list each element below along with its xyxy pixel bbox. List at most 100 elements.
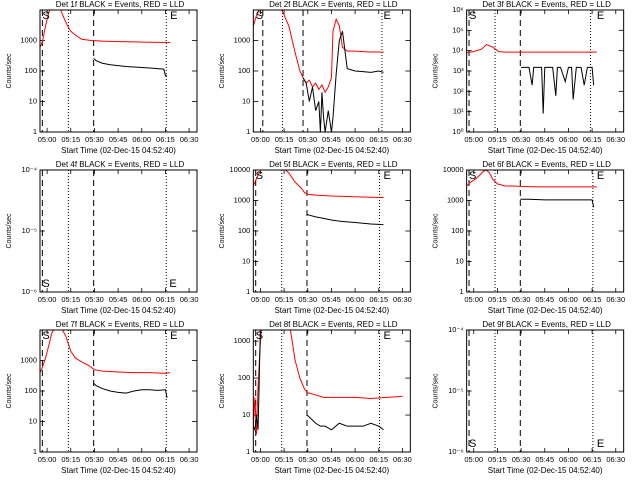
time-flag: E (169, 278, 176, 290)
panel-title: Det 3f BLACK = Events, RED = LLD (482, 0, 611, 9)
y-tick-label: 1000 (234, 35, 251, 44)
series-line (466, 43, 597, 54)
time-flag: S (42, 278, 49, 290)
x-tick-label: 05:45 (322, 295, 341, 304)
time-flag: S (42, 10, 49, 22)
x-tick-label: 06:15 (369, 295, 388, 304)
plot-frame (252, 9, 411, 133)
x-tick-label: 05:00 (38, 295, 57, 304)
x-tick-label: 06:00 (132, 295, 151, 304)
x-tick-label: 06:00 (559, 135, 578, 144)
x-tick-label: 05:00 (464, 295, 483, 304)
x-tick-label: 05:30 (512, 135, 531, 144)
x-axis-title: Start Time (02-Dec-15 04:52:40) (488, 146, 603, 155)
plot-frame (252, 329, 411, 453)
y-tick-label: 10⁴ (452, 46, 464, 55)
x-tick-label: 06:00 (559, 295, 578, 304)
y-tick-label: 10 (29, 416, 37, 425)
x-tick-label: 06:15 (369, 135, 388, 144)
plot-frame (466, 169, 625, 293)
time-flag: S (42, 330, 49, 342)
x-tick-label: 05:45 (322, 455, 341, 464)
y-tick-label: 100 (238, 66, 251, 75)
time-flag: S (256, 170, 263, 182)
y-axis-title: Counts/sec (219, 373, 226, 409)
x-tick-label: 05:30 (85, 135, 104, 144)
y-tick-label: 10 (242, 256, 250, 265)
panel: Det 7f BLACK = Events, RED = LLD Start Ti… (6, 320, 199, 475)
y-axis-title: Counts/sec (6, 213, 13, 249)
panel: Det 6f BLACK = Events, RED = LLD Start Ti… (433, 160, 626, 315)
x-tick-label: 06:15 (583, 295, 602, 304)
x-tick-label: 05:00 (251, 455, 270, 464)
y-tick-label: 10000 (443, 165, 464, 174)
y-tick-label: 1 (459, 287, 463, 296)
y-tick-label: 100 (451, 226, 464, 235)
x-tick-label: 05:30 (512, 295, 531, 304)
panel: Det 2f BLACK = Events, RED = LLD Start Ti… (219, 0, 412, 155)
x-tick-label: 06:30 (180, 135, 199, 144)
time-flag: E (384, 10, 391, 22)
y-axis-title: Counts/sec (6, 373, 13, 409)
y-tick-label: 10000 (229, 165, 250, 174)
x-tick-label: 05:15 (275, 135, 294, 144)
y-axis-title: Counts/sec (433, 213, 440, 249)
y-tick-label: 1000 (20, 35, 37, 44)
panel-title: Det 2f BLACK = Events, RED = LLD (269, 0, 398, 9)
panel: Det 1f BLACK = Events, RED = LLD Start Ti… (6, 0, 199, 155)
y-tick-label: 1 (246, 127, 250, 136)
y-tick-label: 1 (246, 447, 250, 456)
plot-frame (39, 9, 198, 133)
x-tick-label: 05:15 (61, 135, 80, 144)
series-line (521, 66, 595, 114)
y-tick-label: 10⁻⁶ (448, 447, 463, 456)
y-tick-label: 1 (33, 127, 37, 136)
x-tick-label: 05:15 (275, 455, 294, 464)
x-tick-label: 05:15 (488, 455, 507, 464)
panel-title: Det 5f BLACK = Events, RED = LLD (269, 160, 398, 169)
y-tick-label: 10 (29, 96, 37, 105)
y-axis-title: Counts/sec (433, 373, 440, 409)
series-line (253, 170, 384, 199)
x-tick-label: 05:45 (109, 135, 128, 144)
time-flag: E (597, 438, 604, 450)
x-tick-label: 06:30 (393, 295, 412, 304)
x-tick-label: 06:30 (606, 295, 625, 304)
x-axis-title: Start Time (02-Dec-15 04:52:40) (61, 466, 176, 475)
time-flag: E (170, 10, 177, 22)
x-tick-label: 05:30 (298, 455, 317, 464)
time-flag: S (469, 438, 476, 450)
x-tick-label: 06:15 (583, 455, 602, 464)
x-tick-label: 06:00 (346, 295, 365, 304)
series-line (93, 382, 168, 398)
x-tick-label: 05:00 (464, 455, 483, 464)
x-tick-label: 06:30 (606, 455, 625, 464)
series-line (93, 57, 168, 77)
y-tick-label: 100 (24, 386, 37, 395)
plot-frame (39, 169, 198, 293)
y-axis-title: Counts/sec (433, 53, 440, 89)
plot-frame (39, 329, 198, 453)
series-line (520, 198, 595, 208)
y-tick-label: 10¹ (453, 107, 464, 116)
x-tick-label: 05:15 (61, 295, 80, 304)
panel: Det 5f BLACK = Events, RED = LLD Start Ti… (219, 160, 412, 315)
x-tick-label: 06:30 (180, 295, 199, 304)
x-tick-label: 06:15 (369, 455, 388, 464)
x-axis-title: Start Time (02-Dec-15 04:52:40) (274, 306, 389, 315)
x-tick-label: 06:30 (393, 455, 412, 464)
panel-title: Det 8f BLACK = Events, RED = LLD (269, 320, 398, 329)
y-tick-label: 1000 (234, 195, 251, 204)
time-flag: E (597, 170, 604, 182)
time-flag: E (597, 10, 604, 22)
y-tick-label: 1000 (20, 355, 37, 364)
panel-title: Det 4f BLACK = Events, RED = LLD (56, 160, 185, 169)
x-tick-label: 05:00 (38, 135, 57, 144)
y-tick-label: 1000 (234, 336, 251, 345)
y-tick-label: 1000 (447, 195, 464, 204)
x-axis-title: Start Time (02-Dec-15 04:52:40) (61, 306, 176, 315)
time-flag: E (384, 330, 391, 342)
y-tick-label: 10⁰ (452, 127, 463, 136)
x-tick-label: 06:30 (393, 135, 412, 144)
